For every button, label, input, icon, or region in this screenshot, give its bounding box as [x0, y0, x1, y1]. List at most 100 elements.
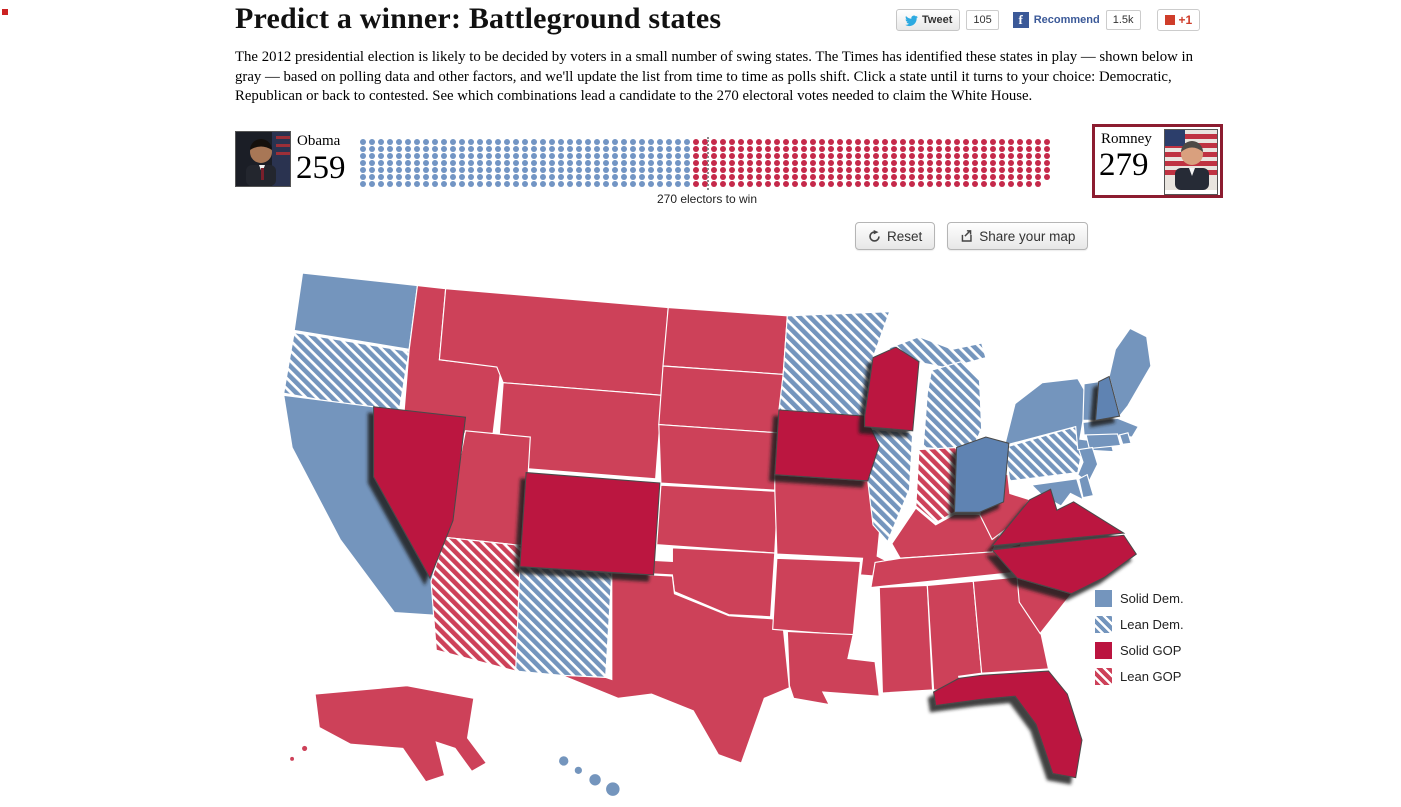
twitter-bird-icon [905, 15, 918, 27]
state-nv[interactable] [373, 406, 467, 580]
elector-dot [459, 153, 465, 159]
elector-dot [801, 146, 807, 152]
page-title: Predict a winner: Battleground states [235, 2, 722, 35]
state-nh[interactable] [1094, 375, 1121, 421]
elector-dot [999, 139, 1005, 145]
elector-dot [783, 139, 789, 145]
elector-dot [468, 167, 474, 173]
google-plus-one-button[interactable]: +1 [1156, 9, 1201, 31]
state-ks[interactable] [656, 484, 779, 554]
obama-votes: 259 [296, 150, 346, 186]
elector-dot [513, 160, 519, 166]
state-hi[interactable] [557, 755, 570, 767]
state-va[interactable] [990, 488, 1126, 547]
elector-dot [891, 153, 897, 159]
state-nc[interactable] [991, 534, 1138, 595]
elector-dot [774, 160, 780, 166]
elector-dot [594, 167, 600, 173]
elector-dot [531, 181, 537, 187]
state-ms[interactable] [878, 584, 934, 694]
elector-dot [639, 167, 645, 173]
elector-dot [486, 153, 492, 159]
elector-dot [666, 174, 672, 180]
elector-dot [837, 174, 843, 180]
tweet-button[interactable]: Tweet [896, 9, 961, 31]
obama-name: Obama [297, 133, 341, 149]
state-nd[interactable] [662, 306, 788, 375]
elector-dot [1035, 174, 1041, 180]
state-sd[interactable] [658, 365, 784, 434]
state-tx[interactable] [561, 572, 791, 764]
elector-dot [873, 160, 879, 166]
romney-name: Romney [1101, 131, 1152, 147]
state-ak-island[interactable] [288, 755, 296, 762]
state-ny[interactable] [1003, 377, 1115, 453]
elector-dot [756, 153, 762, 159]
elector-dot [378, 167, 384, 173]
elector-dot [513, 167, 519, 173]
elector-dot [648, 160, 654, 166]
state-la[interactable] [786, 630, 880, 706]
elector-dot [837, 139, 843, 145]
state-co[interactable] [519, 472, 661, 576]
elector-dot [747, 153, 753, 159]
state-hi[interactable] [588, 772, 602, 787]
state-ma[interactable] [1082, 417, 1140, 438]
state-ri[interactable] [1118, 432, 1132, 445]
elector-dot [774, 167, 780, 173]
elector-dot [495, 139, 501, 145]
elector-dot [972, 139, 978, 145]
elector-dot [603, 167, 609, 173]
state-al[interactable] [926, 580, 983, 693]
state-ne[interactable] [658, 423, 784, 491]
elector-dot [711, 181, 717, 187]
state-ga[interactable] [972, 576, 1050, 674]
state-in[interactable] [915, 446, 958, 524]
elector-dot [585, 160, 591, 166]
elector-dot [1035, 139, 1041, 145]
elector-dot [783, 160, 789, 166]
elector-dot [819, 167, 825, 173]
facebook-recommend-button[interactable]: f Recommend [1012, 10, 1100, 30]
reset-button[interactable]: Reset [855, 222, 936, 250]
share-map-button[interactable]: Share your map [947, 222, 1089, 250]
elector-dot [756, 181, 762, 187]
elector-dot [909, 181, 915, 187]
state-ia[interactable] [774, 409, 880, 482]
state-mi[interactable] [922, 361, 983, 453]
elector-dot [765, 139, 771, 145]
elector-dot [882, 146, 888, 152]
elector-dot [675, 167, 681, 173]
state-ak[interactable] [314, 685, 488, 783]
state-oh[interactable] [953, 436, 1010, 513]
state-hi[interactable] [573, 765, 584, 776]
state-me[interactable] [1108, 327, 1152, 418]
elector-dot [540, 160, 546, 166]
state-ar[interactable] [772, 557, 862, 637]
state-fl[interactable] [933, 670, 1083, 779]
elector-dot [414, 181, 420, 187]
state-hi[interactable] [604, 781, 621, 798]
state-tn[interactable] [870, 542, 1023, 589]
elector-dot [810, 160, 816, 166]
elector-dot [738, 174, 744, 180]
state-nm[interactable] [515, 566, 613, 681]
state-de[interactable] [1078, 473, 1095, 499]
elector-dot [540, 181, 546, 187]
elector-dot [567, 160, 573, 166]
state-wi[interactable] [864, 346, 920, 432]
state-ct[interactable] [1085, 433, 1122, 450]
elector-dot [405, 160, 411, 166]
elector-dot [711, 174, 717, 180]
state-az[interactable] [430, 536, 525, 672]
elector-dot [873, 174, 879, 180]
elector-dot [711, 160, 717, 166]
elector-dot [792, 139, 798, 145]
state-ak-island[interactable] [300, 744, 309, 753]
elector-dot [1044, 139, 1050, 145]
elector-dot [702, 153, 708, 159]
elector-dot [756, 146, 762, 152]
elector-dot [801, 174, 807, 180]
elector-dot [918, 181, 924, 187]
elector-dot [846, 174, 852, 180]
